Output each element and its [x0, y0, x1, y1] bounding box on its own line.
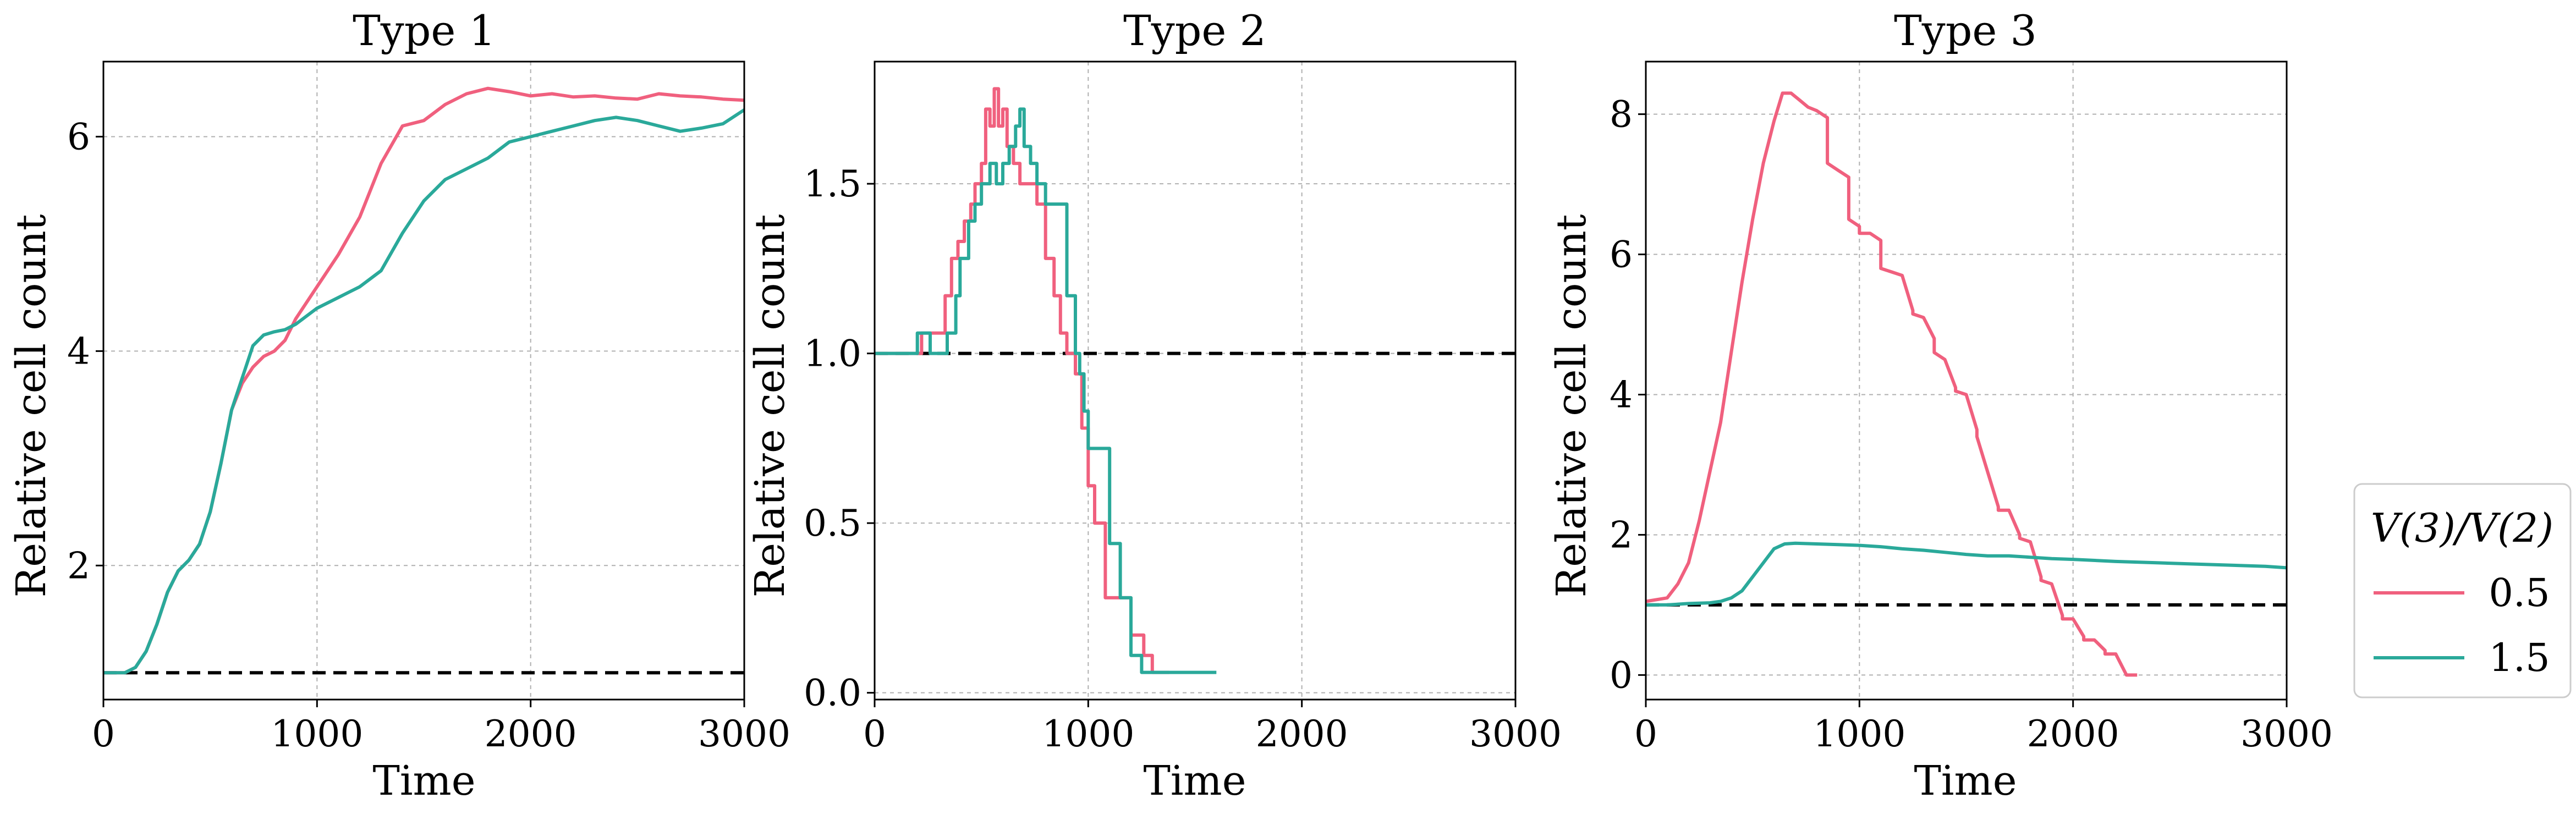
y-tick-label: 1.5	[804, 163, 861, 205]
x-tick-label: 2000	[2027, 713, 2119, 755]
axes-frame	[102, 60, 745, 701]
x-tick-label: 3000	[1469, 713, 1562, 755]
panel-title: Type 1	[353, 6, 496, 55]
x-tick-label: 1000	[1813, 713, 1905, 755]
y-tick-label: 4	[67, 330, 90, 372]
x-tick-label: 3000	[2240, 713, 2333, 755]
y-axis-label: Relative cell count	[746, 214, 794, 597]
series-line-0-5	[1646, 91, 2138, 677]
x-axis-label: Time	[1144, 757, 1246, 805]
panel-type-2: Type 2 Time Relative cell count 0 1000 200…	[746, 6, 1562, 805]
panel-type-1: Type 1 Time Relative cell count 0 1000 200…	[8, 6, 790, 805]
x-tick-label: 0	[1634, 713, 1657, 755]
axes-frame	[874, 60, 1517, 701]
y-tick-label: 6	[67, 115, 90, 158]
y-tick-label: 0.0	[804, 672, 861, 714]
x-tick-label: 3000	[698, 713, 790, 755]
series-line-0-5	[875, 87, 1169, 674]
x-tick-label: 2000	[1256, 713, 1348, 755]
legend-label-1-5: 1.5	[2489, 635, 2550, 680]
axes-frame	[1645, 60, 2288, 701]
x-axis-label: Time	[373, 757, 476, 805]
panel-title: Type 2	[1123, 6, 1266, 55]
panel-title: Type 3	[1894, 6, 2037, 55]
panel-type-3: Type 3 Time Relative cell count 0 1000 200…	[1548, 6, 2333, 805]
y-tick-label: 8	[1610, 93, 1633, 136]
y-tick-label: 4	[1610, 373, 1633, 416]
legend-frame	[2353, 483, 2572, 698]
x-tick-label: 1000	[271, 713, 363, 755]
y-axis-label: Relative cell count	[1548, 214, 1595, 597]
legend-label-0-5: 0.5	[2489, 570, 2550, 615]
y-tick-label: 0	[1610, 654, 1633, 696]
y-tick-label: 2	[67, 544, 90, 587]
y-tick-label: 2	[1610, 514, 1633, 556]
x-axis-label: Time	[1914, 757, 2017, 805]
y-axis-label: Relative cell count	[8, 214, 55, 597]
y-tick-label: 0.5	[804, 502, 861, 544]
series-line-1-5	[103, 108, 744, 675]
x-tick-label: 0	[92, 713, 115, 755]
series-line-1-5	[1646, 541, 2287, 607]
legend-title: V(3)/V(2)	[2371, 505, 2553, 551]
series-line-0-5	[103, 86, 744, 675]
y-tick-label: 6	[1610, 234, 1633, 276]
legend: V(3)/V(2) 0.5 1.5	[2353, 483, 2572, 698]
series-line-1-5	[875, 107, 1217, 674]
x-tick-label: 1000	[1042, 713, 1134, 755]
y-tick-label: 1.0	[804, 333, 861, 375]
x-tick-label: 2000	[485, 713, 577, 755]
x-tick-label: 0	[863, 713, 886, 755]
